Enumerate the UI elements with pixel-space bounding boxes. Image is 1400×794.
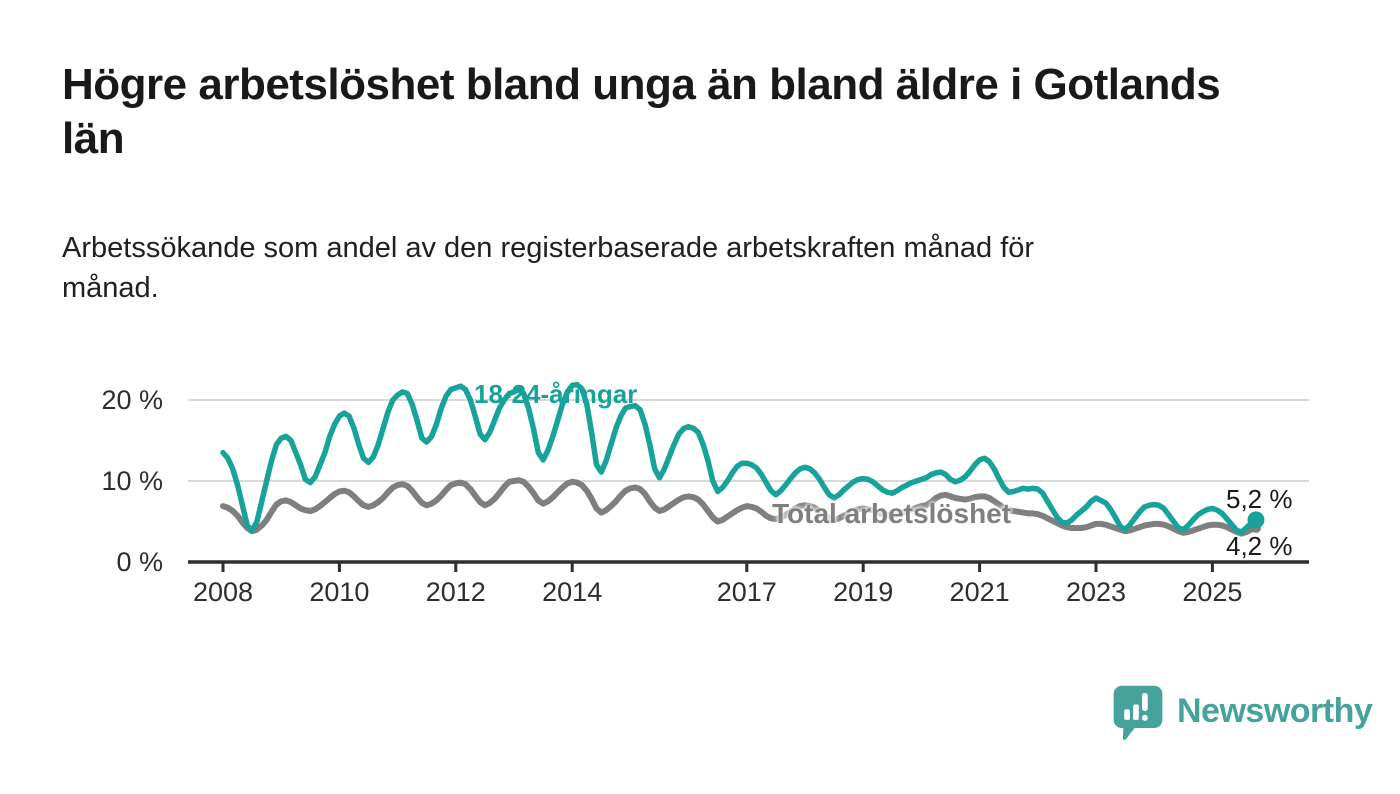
x-axis-label: 2010 [309,577,370,607]
page-subtitle: Arbetssökande som andel av den registerb… [62,232,1035,304]
x-axis-label: 2019 [833,577,894,607]
x-axis-label: 2008 [192,577,254,607]
series-end-dot-0 [1247,511,1265,529]
newsworthy-logo: Newsworthy [1112,684,1373,746]
x-axis-label: 2012 [425,577,486,607]
x-axis-label: 2021 [949,577,1010,607]
end-label-youth: 5,2 % [1226,484,1293,514]
end-label-total: 4,2 % [1226,531,1293,561]
newsworthy-logo-icon [1113,685,1163,741]
series-line-1 [220,477,1259,537]
page-title: Högre arbetslöshet bland unga än bland ä… [62,60,1221,163]
series-line-0 [220,381,1259,535]
x-axis-label: 2014 [542,577,603,607]
series-label-total: Total arbetslöshet [772,498,1012,529]
y-axis-label: 0 % [116,547,163,577]
x-axis-label: 2023 [1065,577,1127,607]
y-axis-label: 20 % [101,385,163,415]
newsworthy-logo-text: Newsworthy [1177,692,1373,730]
y-axis-label: 10 % [101,466,163,496]
x-axis-label: 2017 [716,577,777,607]
series-label-youth: 18-24-åringar [474,379,638,409]
x-axis-label: 2025 [1182,577,1243,607]
